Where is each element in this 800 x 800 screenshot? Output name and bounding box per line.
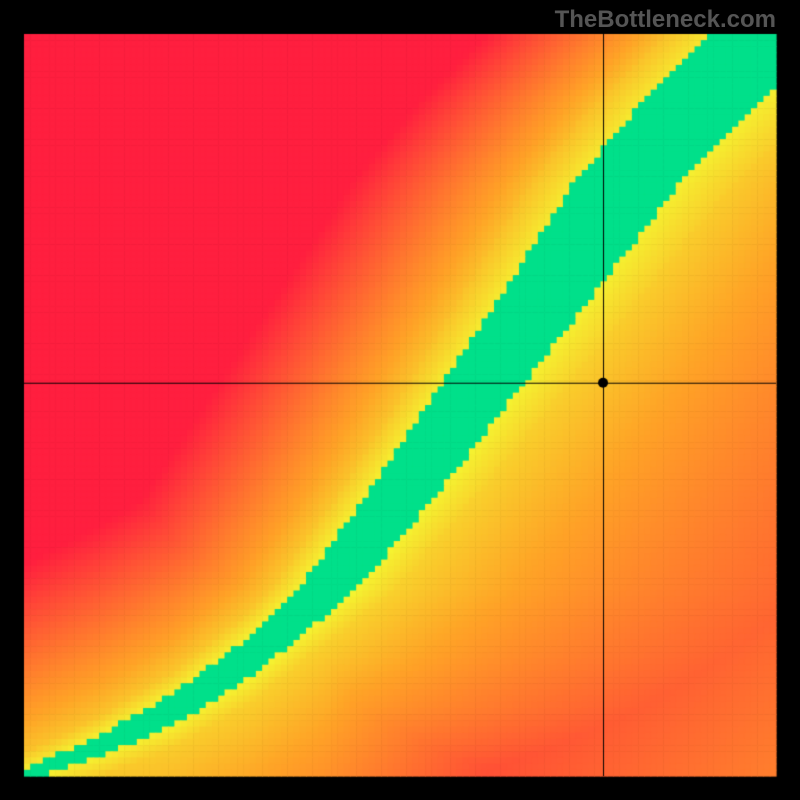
chart-container: TheBottleneck.com [0,0,800,800]
bottleneck-heatmap [0,0,800,800]
watermark-text: TheBottleneck.com [555,6,776,34]
